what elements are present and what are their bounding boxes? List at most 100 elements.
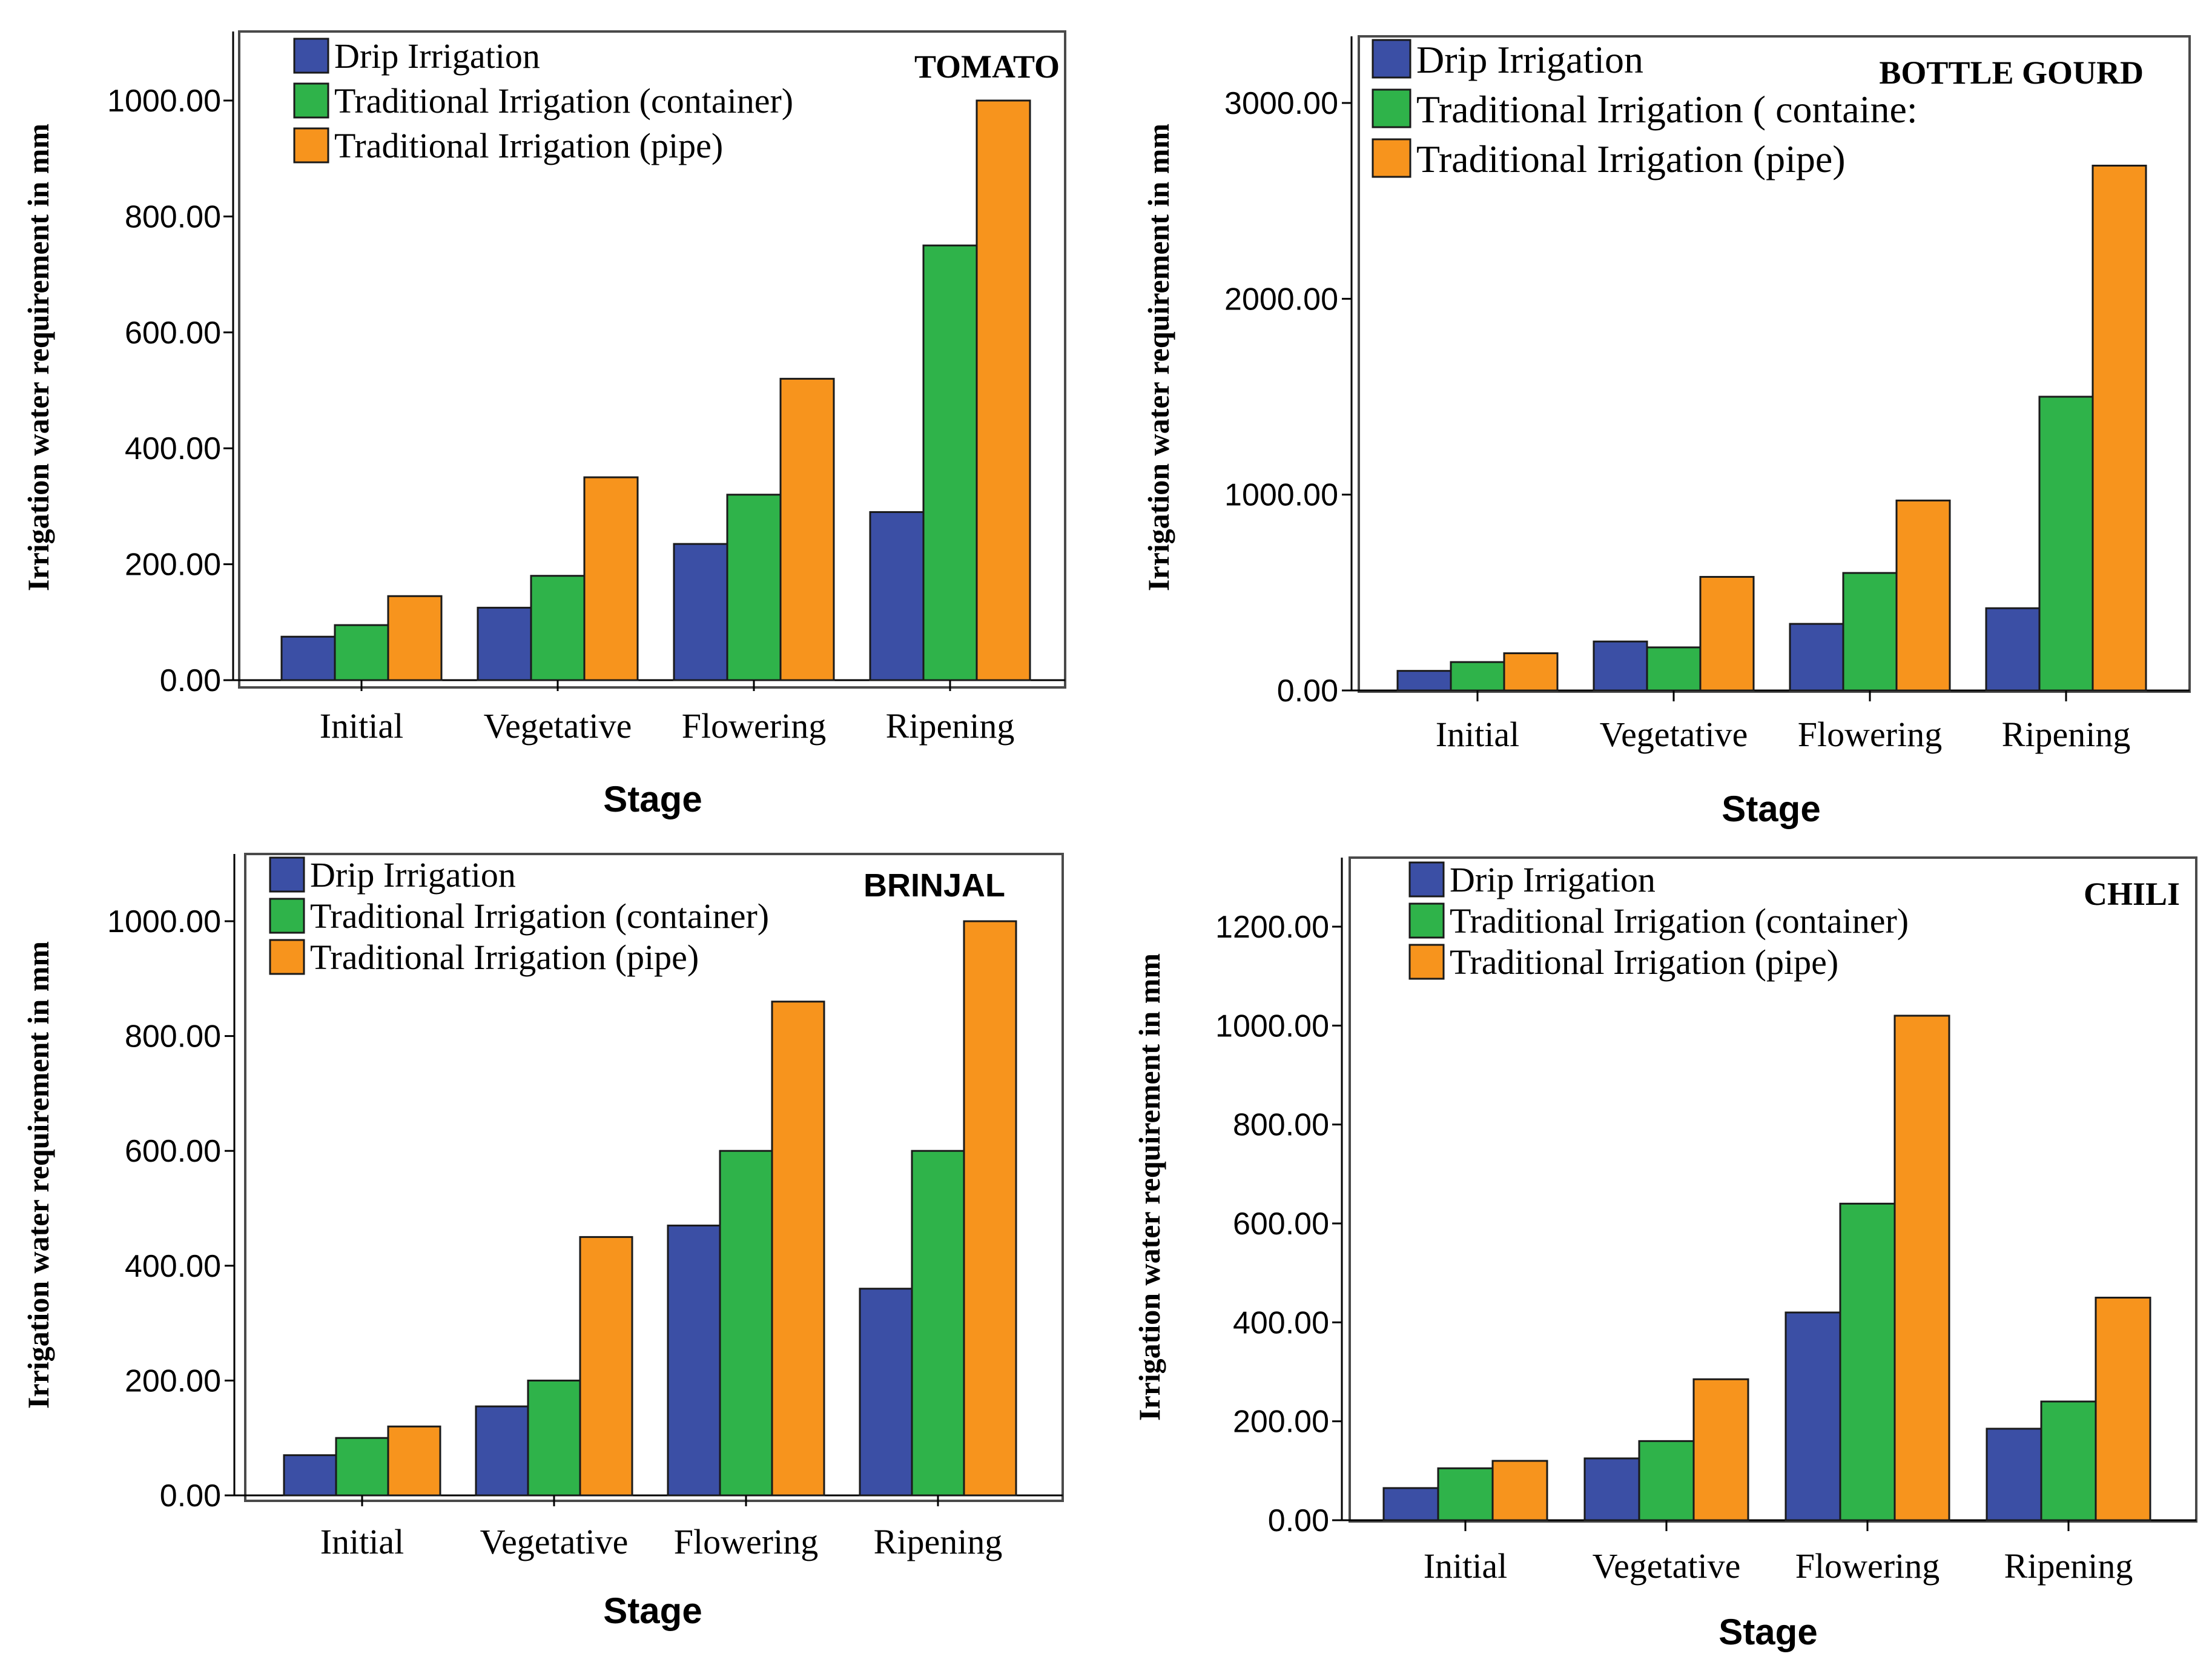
bar-container-initial (1450, 661, 1505, 692)
x-axis-title: Stage (603, 779, 702, 819)
legend-swatch-drip (1408, 861, 1445, 898)
bar-container-initial (1437, 1467, 1494, 1521)
legend-swatch-container (269, 898, 305, 934)
x-tick-label: Initial (320, 1522, 404, 1561)
y-tick-label: 0.00 (160, 1478, 221, 1514)
bar-container-initial (335, 1437, 389, 1497)
bar-pipe-vegetative (1699, 575, 1755, 692)
chart-panel-chili: 0.00 200.00 400.00 600.00 800.00 1000.00 1200.… (1132, 856, 2197, 1652)
legend-label: Traditional Irrigation (pipe) (1416, 137, 1846, 180)
bar-pipe-vegetative (1692, 1378, 1749, 1521)
chart-panel-bottle-gourd: 0.00 1000.00 2000.00 3000.00 Initial Vegetati… (1141, 35, 2191, 829)
bar-container-vegetative (1638, 1440, 1695, 1521)
x-tick-label: Flowering (1798, 715, 1942, 754)
plot-frame (1358, 35, 2191, 693)
bar-pipe-ripening (976, 99, 1031, 681)
legend-swatch-drip (293, 38, 329, 74)
legend-label: Traditional Irrigation ( containe: (1416, 88, 1918, 131)
y-tick-label: 400.00 (125, 431, 221, 466)
bar-pipe-flowering (771, 1001, 825, 1497)
legend-label: Drip Irrigation (1450, 860, 1656, 899)
y-tick-label: 800.00 (125, 1019, 221, 1054)
y-tick-label: 0.00 (1277, 673, 1338, 709)
legend-swatch-pipe (293, 127, 329, 164)
bar-drip-initial (283, 1454, 337, 1497)
bar-container-ripening (2040, 1400, 2097, 1521)
y-tick-label: 2000.00 (1224, 282, 1338, 317)
bar-drip-vegetative (1593, 640, 1648, 692)
legend-label: Traditional Irrigation (pipe) (334, 126, 723, 165)
bar-drip-ripening (859, 1288, 913, 1497)
y-tick-label: 400.00 (1233, 1305, 1329, 1340)
x-tick-label: Ripening (2004, 1546, 2133, 1586)
x-tick-label: Ripening (2002, 715, 2131, 754)
y-tick-label: 600.00 (125, 1134, 221, 1169)
bar-pipe-ripening (2095, 1297, 2151, 1521)
bar-pipe-ripening (963, 920, 1017, 1497)
legend-swatch-container (293, 82, 329, 119)
bar-drip-flowering (673, 543, 728, 681)
bar-drip-initial (280, 635, 336, 681)
bar-pipe-flowering (1895, 499, 1951, 692)
bar-drip-ripening (1986, 1428, 2042, 1521)
bar-drip-flowering (667, 1224, 721, 1497)
bar-pipe-initial (387, 1425, 441, 1497)
chart-panel-brinjal: 0.00 200.00 400.00 600.00 800.00 1000.00 Initi… (21, 853, 1064, 1631)
y-tick-label: 1000.00 (107, 84, 221, 119)
bar-pipe-flowering (779, 377, 835, 681)
bar-drip-vegetative (475, 1405, 529, 1497)
bar-pipe-ripening (2091, 164, 2147, 692)
y-tick-label: 200.00 (1233, 1405, 1329, 1440)
bar-pipe-initial (1503, 652, 1559, 692)
chart-title: CHILI (2084, 876, 2180, 912)
legend-label: Traditional Irrigation (pipe) (310, 938, 699, 977)
chart-title: BOTTLE GOURD (1879, 55, 2144, 91)
bar-drip-flowering (1784, 1311, 1841, 1521)
legend-swatch-pipe (269, 939, 305, 975)
x-tick-label: Flowering (1795, 1546, 1940, 1586)
bar-drip-vegetative (1583, 1457, 1640, 1521)
bar-container-flowering (1842, 572, 1898, 692)
plot-frame (238, 30, 1066, 689)
bar-pipe-vegetative (579, 1236, 633, 1497)
chart-title: TOMATO (914, 48, 1060, 85)
legend-label: Drip Irrigation (1416, 38, 1643, 81)
x-tick-label: Ripening (874, 1522, 1003, 1561)
y-tick-label: 1000.00 (107, 904, 221, 939)
x-tick-label: Vegetative (1593, 1546, 1741, 1586)
bar-drip-ripening (869, 511, 925, 681)
x-tick-label: Initial (1436, 715, 1520, 754)
bar-container-flowering (1839, 1202, 1896, 1521)
bar-pipe-vegetative (583, 476, 639, 681)
x-tick-label: Flowering (682, 706, 826, 746)
bar-drip-initial (1396, 670, 1452, 692)
bar-container-vegetative (527, 1379, 581, 1497)
y-tick-label: 600.00 (125, 316, 221, 351)
legend-label: Drip Irrigation (310, 855, 516, 895)
x-tick-label: Vegetative (1600, 715, 1748, 754)
y-tick-label: 3000.00 (1224, 86, 1338, 121)
bar-container-initial (334, 624, 389, 681)
chart-title: BRINJAL (863, 867, 1005, 904)
y-axis-title: Irrigation water requirement in mm (1141, 124, 1175, 591)
bar-drip-flowering (1789, 623, 1844, 692)
y-tick-label: 1200.00 (1215, 910, 1329, 945)
bar-pipe-initial (1491, 1460, 1548, 1521)
y-tick-label: 0.00 (1268, 1503, 1329, 1538)
legend-label: Drip Irrigation (334, 36, 540, 76)
bar-pipe-flowering (1893, 1014, 1950, 1521)
x-tick-label: Initial (320, 706, 404, 746)
bar-drip-ripening (1985, 607, 2041, 692)
y-tick-label: 800.00 (1233, 1108, 1329, 1143)
legend-swatch-container (1372, 88, 1411, 128)
bar-container-vegetative (530, 575, 586, 681)
y-tick-label: 1000.00 (1224, 478, 1338, 513)
y-tick-label: 400.00 (125, 1249, 221, 1284)
legend-label: Traditional Irrigation (container) (334, 81, 793, 121)
legend-swatch-drip (269, 856, 305, 893)
bar-drip-initial (1382, 1487, 1439, 1521)
bar-container-flowering (719, 1150, 773, 1497)
legend-swatch-pipe (1408, 944, 1445, 980)
y-tick-label: 200.00 (125, 548, 221, 583)
y-tick-label: 200.00 (125, 1363, 221, 1398)
